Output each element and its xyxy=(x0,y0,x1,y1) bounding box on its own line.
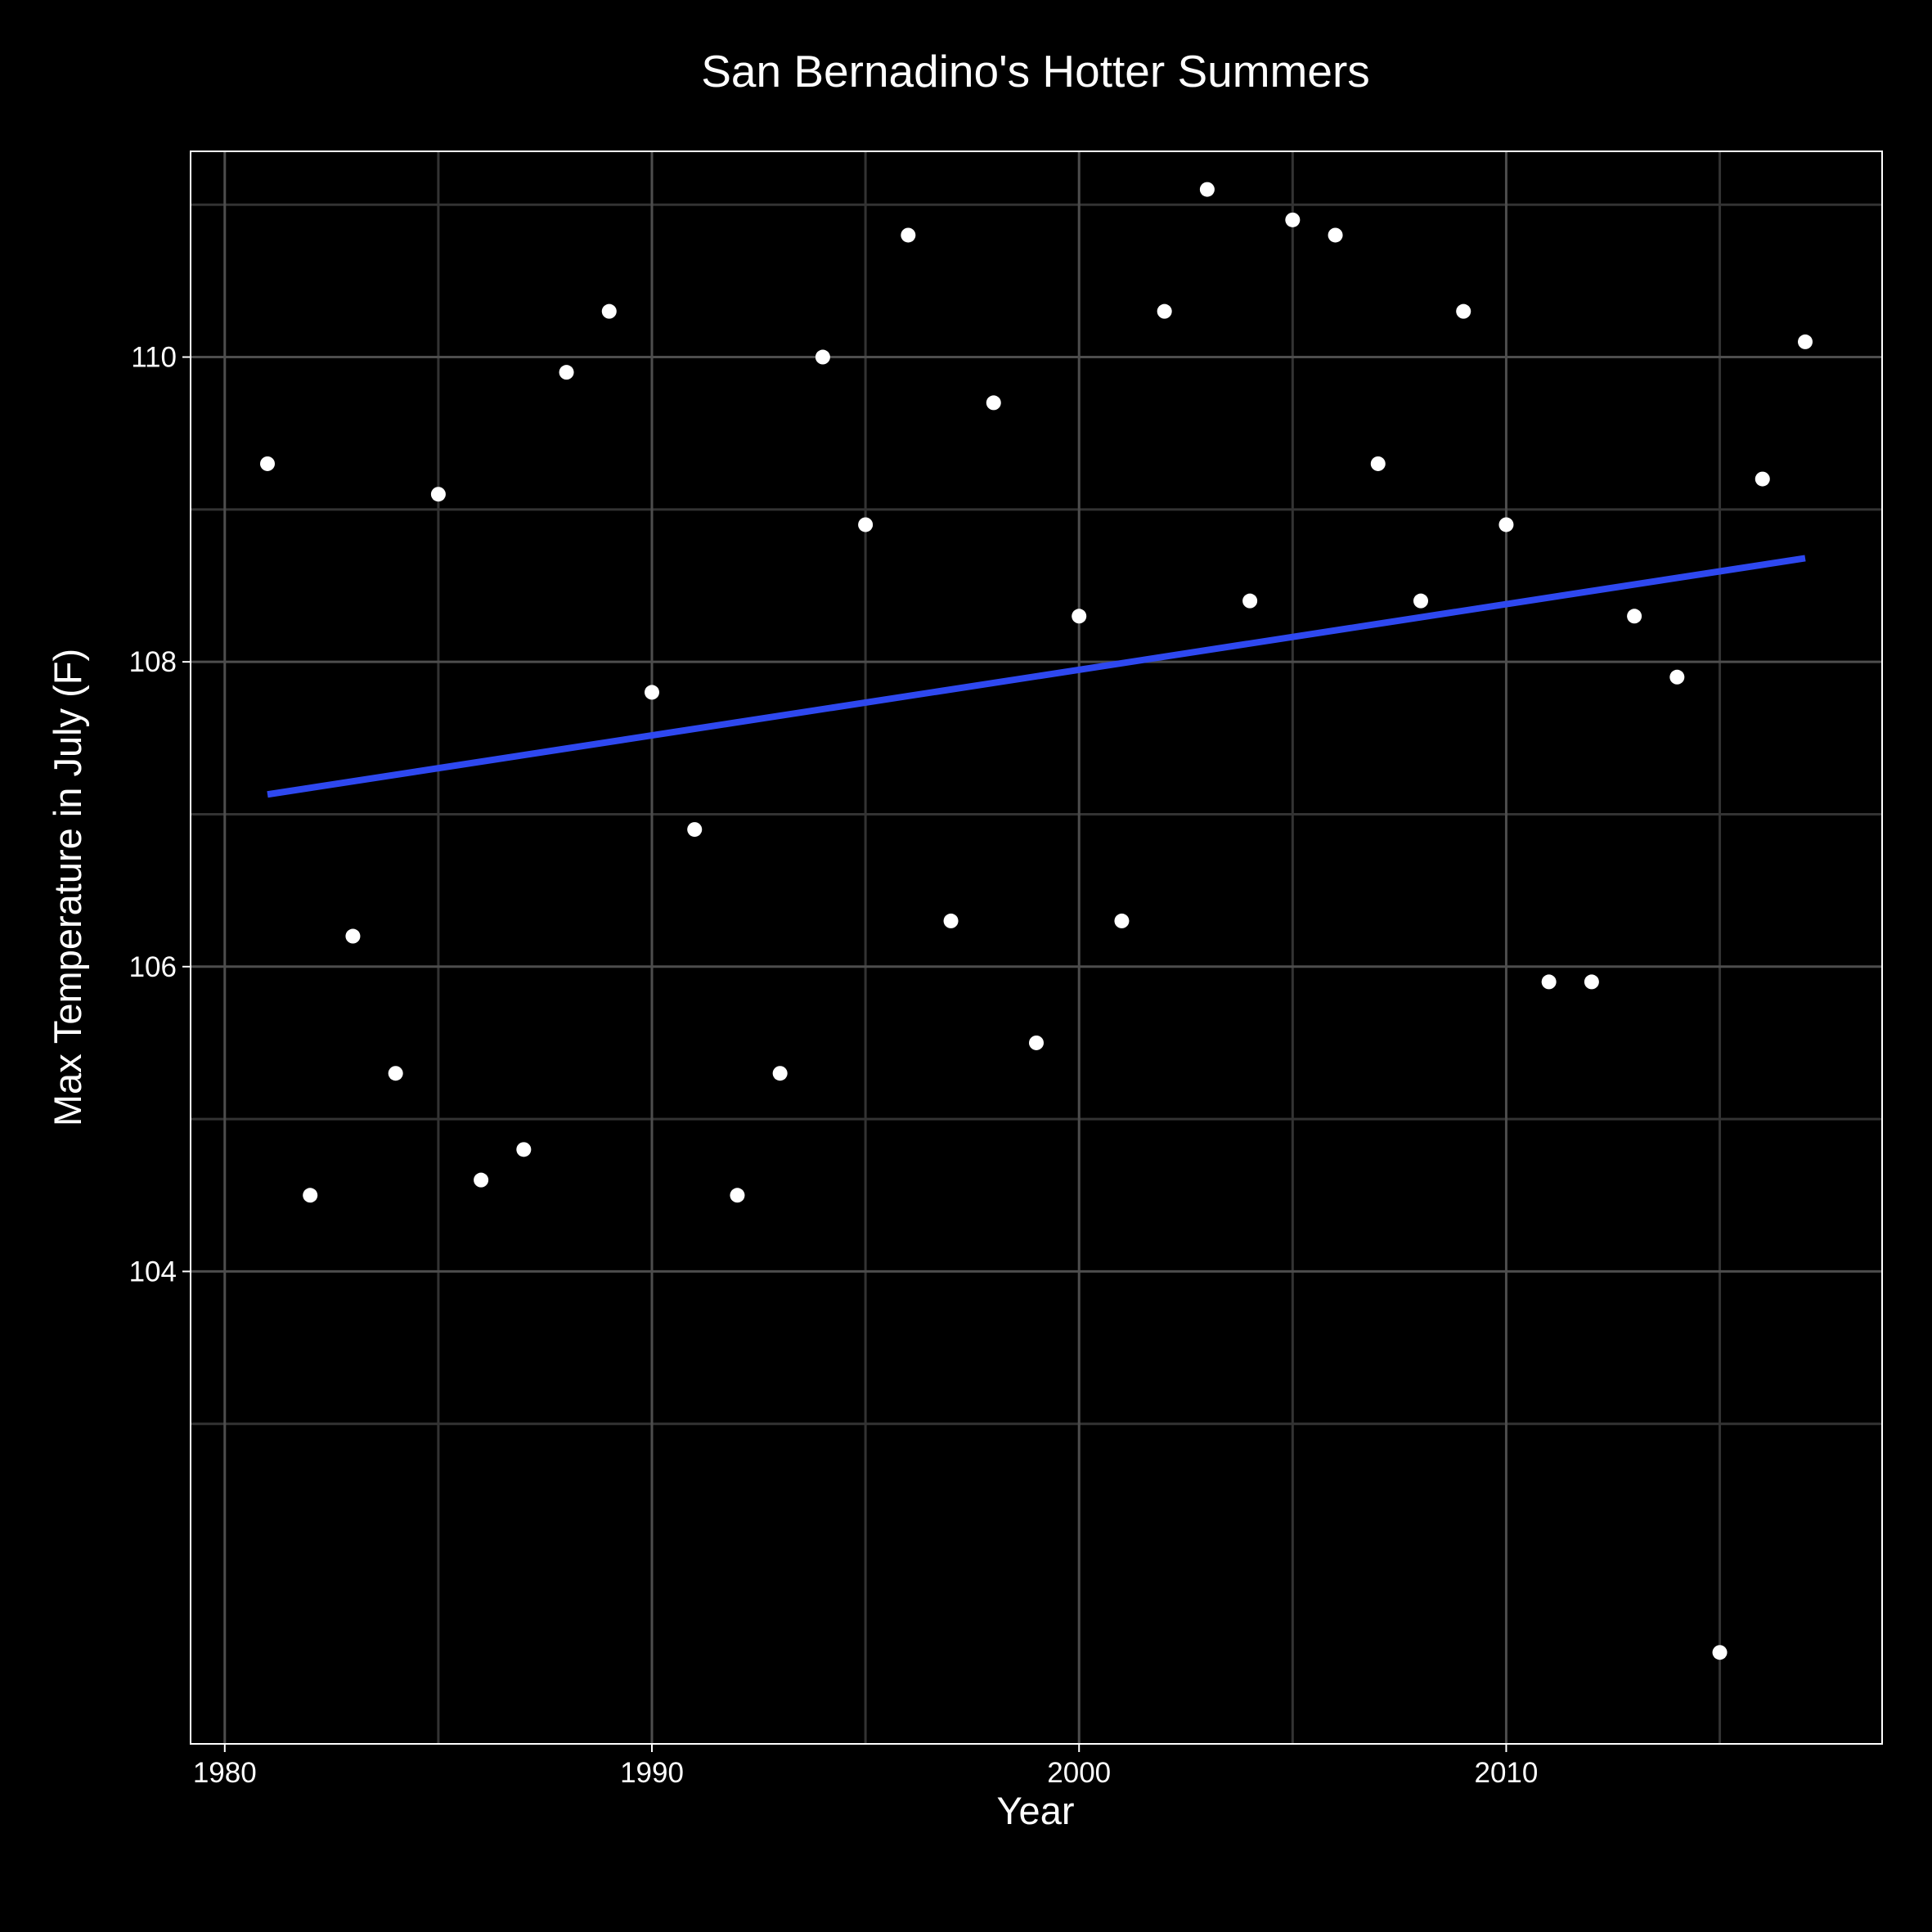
x-tick-label: 1990 xyxy=(620,1757,684,1789)
tick-labels: 1980 1990 2000 2010 104 106 108 110 xyxy=(129,342,1539,1789)
data-points xyxy=(260,182,1813,1660)
data-point xyxy=(1242,593,1258,609)
trend-line-group xyxy=(267,555,1806,798)
chart-title: San Bernadino's Hotter Summers xyxy=(701,46,1370,97)
x-axis-label: Year xyxy=(997,1789,1075,1832)
data-point xyxy=(943,913,959,928)
data-point xyxy=(730,1188,745,1203)
y-tick-label: 110 xyxy=(131,342,177,374)
data-point xyxy=(1413,593,1428,609)
data-point xyxy=(1370,456,1386,471)
data-point xyxy=(516,1142,532,1157)
y-tick-label: 104 xyxy=(129,1256,177,1287)
data-point xyxy=(1328,227,1343,243)
data-point xyxy=(687,822,703,838)
data-point xyxy=(474,1172,489,1188)
data-point xyxy=(645,685,659,700)
data-point xyxy=(1712,1645,1728,1660)
y-axis-label: Max Temperature in July (F) xyxy=(46,649,89,1126)
grid xyxy=(191,151,1882,1744)
plot-panel-border xyxy=(190,151,1883,1745)
data-point xyxy=(260,456,275,471)
data-point xyxy=(1029,1035,1044,1050)
data-point xyxy=(1199,182,1215,197)
data-point xyxy=(1669,669,1685,685)
data-point xyxy=(772,1066,788,1081)
data-point xyxy=(1755,471,1770,487)
data-point xyxy=(1798,334,1813,349)
x-tick-label: 2010 xyxy=(1475,1757,1539,1789)
data-point xyxy=(1584,974,1599,990)
data-point xyxy=(601,303,617,319)
data-point xyxy=(303,1188,318,1203)
y-tick-label: 108 xyxy=(129,646,177,678)
axis-ticks xyxy=(182,356,1507,1752)
data-point xyxy=(1498,517,1514,532)
data-point xyxy=(559,365,574,380)
data-point xyxy=(345,928,361,944)
x-tick-label: 2000 xyxy=(1047,1757,1111,1789)
trend-line xyxy=(267,555,1806,798)
data-point xyxy=(1072,609,1087,624)
data-point xyxy=(1456,303,1471,319)
y-tick-label: 106 xyxy=(129,951,177,983)
data-point xyxy=(1114,913,1130,928)
data-point xyxy=(901,227,916,243)
data-point xyxy=(815,349,830,365)
data-point xyxy=(430,487,446,502)
data-point xyxy=(388,1066,403,1081)
x-tick-label: 1980 xyxy=(193,1757,257,1789)
data-point xyxy=(1157,303,1172,319)
data-point xyxy=(1627,609,1642,624)
data-point xyxy=(858,517,874,532)
data-point xyxy=(986,395,1001,411)
data-point xyxy=(1285,212,1301,227)
data-point xyxy=(1541,974,1557,990)
